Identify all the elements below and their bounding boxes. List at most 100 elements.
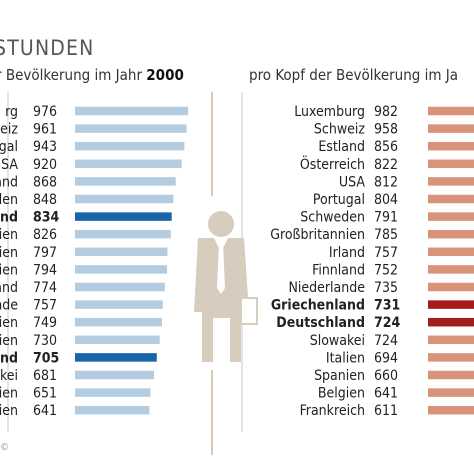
right-bar-value: 724 — [374, 315, 401, 331]
left-bar-value: 976 — [33, 104, 57, 120]
left-bar-label: gal — [0, 139, 18, 155]
left-bar-label: kei — [0, 368, 18, 384]
right-bar-value: 752 — [374, 262, 398, 278]
right-bar-value: 804 — [374, 192, 398, 208]
right-bar — [428, 265, 474, 274]
right-bar-value: 812 — [374, 174, 398, 190]
left-bar — [75, 353, 157, 362]
left-bar-value: 749 — [33, 315, 57, 331]
right-bar-label: Luxemburg — [294, 104, 365, 120]
left-bar — [75, 247, 168, 257]
right-bar-label: Schweiz — [314, 122, 365, 138]
right-bar-label: Spanien — [314, 368, 365, 384]
right-bar-label: Frankreich — [300, 403, 365, 419]
left-bar-label: ien — [0, 227, 18, 243]
figure-tie — [217, 244, 225, 294]
right-bar-value: 694 — [374, 350, 398, 366]
right-bar — [428, 405, 474, 415]
right-bar-label: Estland — [318, 139, 365, 155]
left-bar-label: ien — [0, 315, 18, 331]
left-bar-label: and — [0, 280, 18, 296]
right-bar — [428, 282, 474, 292]
left-bar-value: 757 — [33, 298, 57, 314]
right-bar-label: Großbritannien — [270, 227, 365, 243]
left-chart: rg 976 eiz 961 gal 943 SA 920 and 868 len 848 and 834… — [0, 104, 189, 419]
left-bar-label: nde — [0, 298, 18, 314]
right-bar — [428, 141, 474, 151]
left-bar-label: and — [0, 210, 18, 226]
left-bar-value: 961 — [33, 122, 57, 138]
right-bar-value: 641 — [374, 386, 398, 402]
left-bar — [75, 405, 150, 415]
left-bar — [75, 335, 160, 345]
left-bar-label: rg — [5, 104, 18, 120]
right-bar-label: Portugal — [313, 192, 365, 208]
right-bar-label: USA — [339, 174, 365, 190]
left-bar-label: SA — [1, 157, 18, 173]
figure-body — [194, 238, 249, 362]
right-bar-value: 611 — [374, 403, 398, 419]
left-bar-label: len — [0, 192, 18, 208]
right-bar-label: Finnland — [312, 262, 365, 278]
left-bar-value: 868 — [33, 174, 57, 190]
right-bar-label: Belgien — [318, 386, 365, 402]
left-subtitle-year: 2000 — [146, 66, 184, 84]
right-bar — [428, 370, 474, 380]
left-bar — [75, 265, 168, 274]
right-bar — [428, 194, 474, 204]
left-bar — [75, 177, 176, 186]
left-bar-label: ien — [0, 403, 18, 419]
figure-briefcase — [240, 297, 258, 325]
left-bar-label: and — [0, 350, 18, 366]
right-bar — [428, 335, 474, 345]
right-bar — [428, 317, 474, 327]
right-bar-value: 724 — [374, 333, 398, 349]
right-bar-value: 856 — [374, 139, 398, 155]
right-bar — [428, 300, 474, 309]
left-bar-value: 730 — [33, 333, 57, 349]
left-bar — [75, 124, 187, 133]
left-bar — [75, 300, 163, 309]
left-bar — [75, 370, 154, 380]
left-bar-label: and — [0, 174, 18, 190]
right-bar-label: Niederlande — [288, 280, 365, 296]
left-bar-label: ien — [0, 245, 18, 261]
right-bar — [428, 229, 474, 239]
left-bar-label: ien — [0, 262, 18, 278]
left-bar-value: 794 — [33, 262, 57, 278]
left-bar — [75, 159, 182, 169]
chart-title: STUNDEN — [0, 36, 95, 60]
right-bar-value: 785 — [374, 227, 398, 243]
right-bar-label: Irland — [329, 245, 365, 261]
right-bar-label: Italien — [326, 350, 365, 366]
right-bar — [428, 159, 474, 169]
right-chart: Luxemburg 982 Schweiz 958 Estland 856 Österrei… — [270, 104, 474, 419]
right-bar-value: 791 — [374, 210, 398, 226]
left-bar — [75, 141, 185, 151]
left-bar-label: ien — [0, 333, 18, 349]
left-bar — [75, 194, 174, 204]
left-bar-value: 834 — [33, 210, 60, 226]
left-bar-value: 848 — [33, 192, 57, 208]
left-bar — [75, 229, 171, 239]
right-bar-label: Griechenland — [271, 298, 365, 314]
left-subtitle: r Bevölkerung im Jahr 2000 — [0, 66, 184, 84]
right-bar-value: 982 — [374, 104, 398, 120]
left-bar-value: 774 — [33, 280, 57, 296]
right-bar-label: Slowakei — [310, 333, 365, 349]
left-bar — [75, 282, 165, 292]
right-bar-value: 822 — [374, 157, 398, 173]
left-bar-value: 651 — [33, 386, 57, 402]
right-bar — [428, 124, 474, 133]
left-bar — [75, 106, 189, 116]
right-bar-value: 958 — [374, 122, 398, 138]
left-bar-value: 826 — [33, 227, 57, 243]
left-bar — [75, 388, 151, 397]
right-bar-label: Österreich — [300, 155, 365, 173]
left-bar-value: 943 — [33, 139, 57, 155]
right-bar-label: Deutschland — [276, 315, 365, 331]
left-bar — [75, 317, 162, 327]
right-bar — [428, 212, 474, 221]
right-bar — [428, 177, 474, 186]
